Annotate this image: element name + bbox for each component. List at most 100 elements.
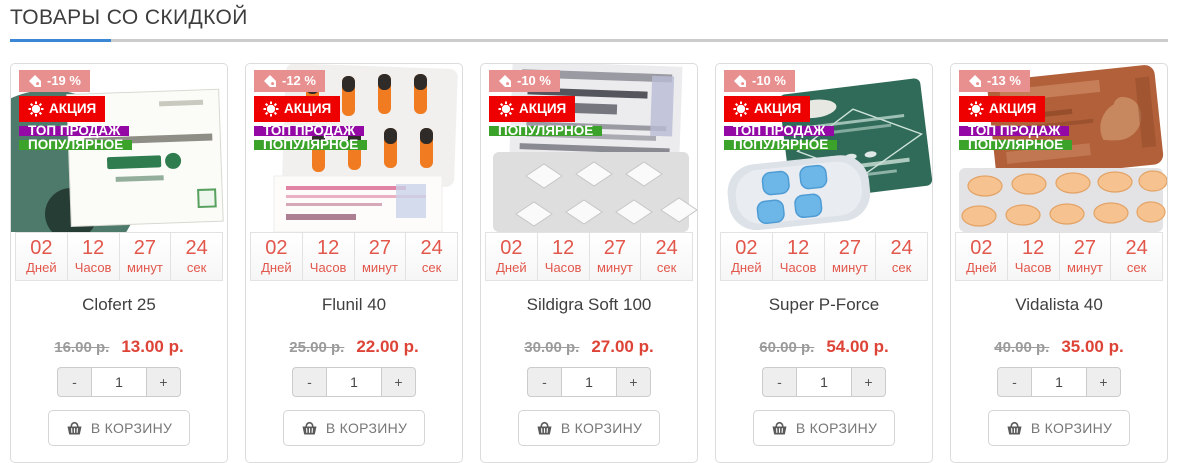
- badge-stack: -12 % АКЦИЯ ТОП ПРОДАЖ ПОПУЛЯРНОЕ: [254, 70, 368, 154]
- quantity-input[interactable]: [326, 367, 382, 397]
- timer-seconds: 24 сек: [876, 233, 927, 280]
- timer-minutes: 27 минут: [1059, 233, 1112, 280]
- product-image-area[interactable]: -10 % АКЦИЯ ПОПУЛЯРНОЕ: [481, 64, 697, 232]
- product-name[interactable]: Flunil 40: [321, 295, 387, 314]
- badge-akciya: АКЦИЯ: [19, 96, 106, 122]
- sun-icon: [263, 101, 279, 117]
- section-title-divider: [10, 39, 1168, 42]
- product-name[interactable]: Vidalista 40: [1015, 295, 1103, 314]
- badge-populyarnoe: ПОПУЛЯРНОЕ: [724, 138, 838, 151]
- sun-icon: [498, 101, 514, 117]
- discount-badge: -19 %: [19, 70, 90, 92]
- product-card: -10 % АКЦИЯ ПОПУЛЯРНОЕ 02 Дней 12 Часов 27…: [480, 63, 698, 463]
- timer-seconds: 24 сек: [1111, 233, 1162, 280]
- basket-icon: [66, 421, 83, 436]
- product-card: -10 % АКЦИЯ ТОП ПРОДАЖ ПОПУЛЯРНОЕ 02 Дней…: [715, 63, 933, 463]
- product-name[interactable]: Sildigra Soft 100: [526, 295, 652, 314]
- timer-hours: 12 Часов: [772, 233, 825, 280]
- badge-top-prodazh: ТОП ПРОДАЖ: [254, 124, 365, 137]
- quantity-input[interactable]: [561, 367, 617, 397]
- product-card: -12 % АКЦИЯ ТОП ПРОДАЖ ПОПУЛЯРНОЕ 02 Дней…: [245, 63, 463, 463]
- add-to-cart-button[interactable]: В КОРЗИНУ: [47, 410, 191, 446]
- new-price: 35.00 р.: [1061, 337, 1124, 356]
- old-price: 30.00 р.: [524, 339, 580, 356]
- timer-days: 02 Дней: [486, 233, 538, 280]
- quantity-decrease-button[interactable]: -: [57, 367, 91, 397]
- product-image-area[interactable]: -10 % АКЦИЯ ТОП ПРОДАЖ ПОПУЛЯРНОЕ: [716, 64, 932, 232]
- quantity-decrease-button[interactable]: -: [292, 367, 326, 397]
- add-to-cart-button[interactable]: В КОРЗИНУ: [282, 410, 426, 446]
- badge-stack: -10 % АКЦИЯ ТОП ПРОДАЖ ПОПУЛЯРНОЕ: [724, 70, 838, 154]
- timer-minutes: 27 минут: [119, 233, 172, 280]
- badge-akciya: АКЦИЯ: [959, 96, 1046, 122]
- product-name[interactable]: Clofert 25: [82, 295, 156, 314]
- sun-icon: [733, 101, 749, 117]
- quantity-increase-button[interactable]: +: [1087, 367, 1121, 397]
- quantity-input[interactable]: [796, 367, 852, 397]
- timer-seconds: 24 сек: [171, 233, 222, 280]
- badge-akciya: АКЦИЯ: [724, 96, 811, 122]
- tag-icon: [264, 75, 276, 87]
- badge-top-prodazh: ТОП ПРОДАЖ: [959, 124, 1070, 137]
- tag-icon: [499, 75, 511, 87]
- new-price: 13.00 р.: [121, 337, 184, 356]
- timer-seconds: 24 сек: [406, 233, 457, 280]
- timer-hours: 12 Часов: [67, 233, 120, 280]
- product-card-list: -19 % АКЦИЯ ТОП ПРОДАЖ ПОПУЛЯРНОЕ 02 Дней…: [10, 63, 1177, 463]
- badge-stack: -10 % АКЦИЯ ПОПУЛЯРНОЕ: [489, 70, 603, 140]
- quantity-stepper: - +: [716, 367, 932, 397]
- new-price: 54.00 р.: [826, 337, 889, 356]
- badge-populyarnoe: ПОПУЛЯРНОЕ: [19, 138, 133, 151]
- badge-stack: -13 % АКЦИЯ ТОП ПРОДАЖ ПОПУЛЯРНОЕ: [959, 70, 1073, 154]
- quantity-decrease-button[interactable]: -: [997, 367, 1031, 397]
- basket-icon: [1006, 421, 1023, 436]
- add-to-cart-button[interactable]: В КОРЗИНУ: [752, 410, 896, 446]
- new-price: 22.00 р.: [356, 337, 419, 356]
- countdown-timer: 02 Дней 12 Часов 27 минут 24 сек: [485, 232, 693, 281]
- countdown-timer: 02 Дней 12 Часов 27 минут 24 сек: [250, 232, 458, 281]
- badge-populyarnoe: ПОПУЛЯРНОЕ: [254, 138, 368, 151]
- add-to-cart-button[interactable]: В КОРЗИНУ: [517, 410, 661, 446]
- badge-populyarnoe: ПОПУЛЯРНОЕ: [959, 138, 1073, 151]
- price-row: 16.00 р. 13.00 р.: [11, 337, 227, 357]
- badge-akciya: АКЦИЯ: [254, 96, 341, 122]
- price-row: 60.00 р. 54.00 р.: [716, 337, 932, 357]
- divider-accent: [10, 39, 111, 42]
- quantity-stepper: - +: [951, 367, 1167, 397]
- discount-badge: -10 %: [724, 70, 795, 92]
- tag-icon: [969, 75, 981, 87]
- add-to-cart-button[interactable]: В КОРЗИНУ: [987, 410, 1131, 446]
- timer-minutes: 27 минут: [354, 233, 407, 280]
- quantity-input[interactable]: [1031, 367, 1087, 397]
- quantity-stepper: - +: [481, 367, 697, 397]
- price-row: 25.00 р. 22.00 р.: [246, 337, 462, 357]
- basket-icon: [771, 421, 788, 436]
- quantity-increase-button[interactable]: +: [617, 367, 651, 397]
- timer-days: 02 Дней: [16, 233, 68, 280]
- timer-days: 02 Дней: [956, 233, 1008, 280]
- countdown-timer: 02 Дней 12 Часов 27 минут 24 сек: [955, 232, 1163, 281]
- product-name[interactable]: Super P-Force: [768, 295, 880, 314]
- badge-top-prodazh: ТОП ПРОДАЖ: [724, 124, 835, 137]
- quantity-increase-button[interactable]: +: [852, 367, 886, 397]
- badge-stack: -19 % АКЦИЯ ТОП ПРОДАЖ ПОПУЛЯРНОЕ: [19, 70, 133, 154]
- product-image-area[interactable]: -19 % АКЦИЯ ТОП ПРОДАЖ ПОПУЛЯРНОЕ: [11, 64, 227, 232]
- timer-days: 02 Дней: [251, 233, 303, 280]
- quantity-decrease-button[interactable]: -: [527, 367, 561, 397]
- discount-badge: -10 %: [489, 70, 560, 92]
- product-image-area[interactable]: -13 % АКЦИЯ ТОП ПРОДАЖ ПОПУЛЯРНОЕ: [951, 64, 1167, 232]
- timer-hours: 12 Часов: [1007, 233, 1060, 280]
- quantity-decrease-button[interactable]: -: [762, 367, 796, 397]
- old-price: 16.00 р.: [54, 339, 110, 356]
- timer-seconds: 24 сек: [641, 233, 692, 280]
- timer-minutes: 27 минут: [824, 233, 877, 280]
- basket-icon: [301, 421, 318, 436]
- product-card: -19 % АКЦИЯ ТОП ПРОДАЖ ПОПУЛЯРНОЕ 02 Дней…: [10, 63, 228, 463]
- quantity-increase-button[interactable]: +: [147, 367, 181, 397]
- quantity-increase-button[interactable]: +: [382, 367, 416, 397]
- quantity-input[interactable]: [91, 367, 147, 397]
- price-row: 40.00 р. 35.00 р.: [951, 337, 1167, 357]
- price-row: 30.00 р. 27.00 р.: [481, 337, 697, 357]
- quantity-stepper: - +: [11, 367, 227, 397]
- product-image-area[interactable]: -12 % АКЦИЯ ТОП ПРОДАЖ ПОПУЛЯРНОЕ: [246, 64, 462, 232]
